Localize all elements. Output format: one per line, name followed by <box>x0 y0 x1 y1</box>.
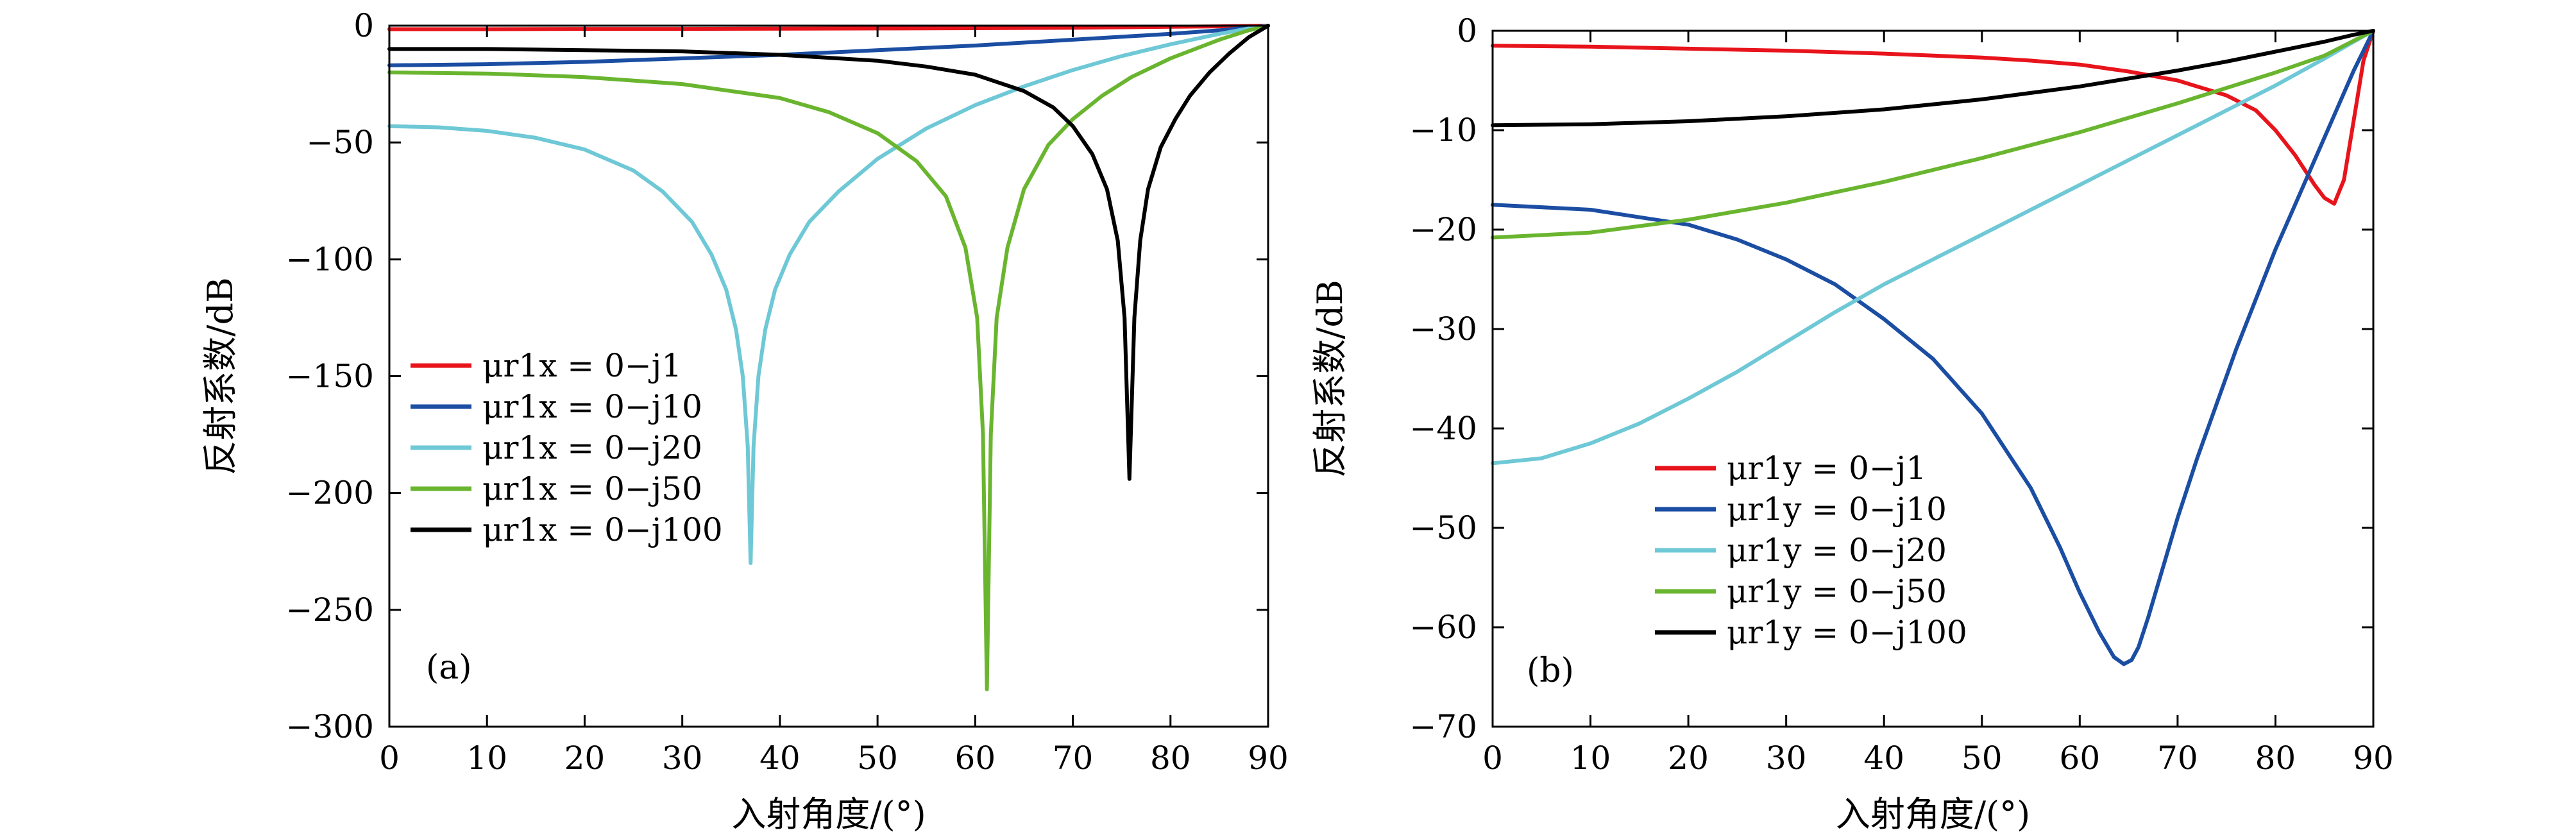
legend-entry: μr1x = 0−j10 <box>482 388 702 425</box>
series-line-4 <box>1491 29 2375 128</box>
x-tick-label: 70 <box>1053 740 1094 777</box>
x-tick-label: 60 <box>2060 740 2101 777</box>
y-tick-label: −300 <box>286 708 374 745</box>
legend-entry: μr1x = 0−j20 <box>482 429 702 466</box>
x-tick-label: 60 <box>955 740 996 777</box>
y-axis-label: 反射系数/dB <box>200 277 241 475</box>
panel-label: (b) <box>1527 652 1574 690</box>
x-tick-label: 40 <box>759 740 801 777</box>
chart-panel-1: 0 10 20 30 40 50 60 70 80 90 0 −10 −20 −30 −40 −50 −60 −7… <box>1310 12 2394 834</box>
legend-entry: μr1x = 0−j50 <box>482 470 702 507</box>
legend: μr1x = 0−j1 μr1x = 0−j10 μr1x = 0−j20 μr1x … <box>411 347 723 548</box>
y-tick-label: 0 <box>1457 12 1477 49</box>
series-line-1 <box>1491 29 2375 666</box>
x-tick-label: 80 <box>2255 740 2296 777</box>
series-line-2 <box>387 24 1270 565</box>
legend-entry: μr1y = 0−j50 <box>1727 573 1947 610</box>
y-tick-label: −10 <box>1409 112 1477 149</box>
series-line-2 <box>1491 29 2375 466</box>
x-tick-label: 0 <box>379 740 400 777</box>
x-tick-label: 90 <box>1248 740 1289 777</box>
y-tick-label: −60 <box>1409 609 1477 646</box>
series-line-1 <box>387 24 1270 67</box>
x-tick-label: 10 <box>466 740 507 777</box>
x-tick-label: 80 <box>1150 740 1191 777</box>
x-tick-label: 20 <box>1668 740 1709 777</box>
y-tick-label: −100 <box>286 241 374 278</box>
plot-frame <box>1491 30 2375 728</box>
x-tick-label: 0 <box>1482 740 1503 777</box>
y-tick-label: −40 <box>1409 410 1477 447</box>
x-tick-label: 20 <box>564 740 606 777</box>
y-tick-label: 0 <box>353 7 374 44</box>
y-tick-label: −20 <box>1409 211 1477 248</box>
legend: μr1y = 0−j1 μr1y = 0−j10 μr1y = 0−j20 μr1y … <box>1655 450 1967 651</box>
y-tick-label: −200 <box>286 475 374 512</box>
series-line-3 <box>1491 29 2375 240</box>
y-tick-label: −30 <box>1409 310 1477 348</box>
legend-entry: μr1y = 0−j100 <box>1727 614 1967 651</box>
x-tick-label: 40 <box>1863 740 1904 777</box>
y-tick-label: −70 <box>1409 708 1477 745</box>
legend-entry: μr1x = 0−j1 <box>482 347 682 384</box>
y-tick-label: −250 <box>286 591 374 629</box>
x-tick-label: 90 <box>2353 740 2394 777</box>
x-tick-label: 50 <box>1962 740 2003 777</box>
legend-entry: μr1y = 0−j1 <box>1727 450 1926 487</box>
y-tick-label: −50 <box>306 124 374 161</box>
x-tick-label: 70 <box>2157 740 2198 777</box>
panel-label: (a) <box>426 648 472 687</box>
legend-entry: μr1y = 0−j20 <box>1727 532 1947 569</box>
x-axis-label: 入射角度/(°) <box>1836 794 2030 834</box>
x-tick-label: 10 <box>1570 740 1611 777</box>
y-tick-label: −50 <box>1409 509 1477 546</box>
x-tick-label: 30 <box>662 740 703 777</box>
legend-entry: μr1x = 0−j100 <box>482 511 723 548</box>
x-tick-label: 30 <box>1766 740 1807 777</box>
y-axis-label: 反射系数/dB <box>1310 280 1350 477</box>
x-axis-label: 入射角度/(°) <box>731 794 926 834</box>
x-tick-label: 50 <box>857 740 898 777</box>
chart-panel-0: 0 10 20 30 40 50 60 70 80 90 0 −50 −100 −150 −200 −250 −… <box>200 7 1289 834</box>
y-tick-label: −150 <box>286 358 374 395</box>
series-line-4 <box>387 24 1270 481</box>
series-line-0 <box>1491 29 2375 206</box>
legend-entry: μr1y = 0−j10 <box>1727 491 1947 528</box>
series-line-3 <box>387 24 1270 691</box>
